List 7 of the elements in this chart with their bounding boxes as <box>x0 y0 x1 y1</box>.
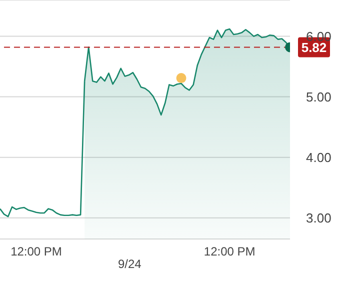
x-tick-label: 12:00 PM <box>10 244 62 259</box>
ref-line-label: 5.82 <box>301 40 327 56</box>
x-tick-label: 12:00 PM <box>204 244 256 259</box>
text: 9/24 <box>118 257 142 271</box>
y-tick-label: 4.00 <box>306 150 332 165</box>
y-tick-label: 5.00 <box>306 89 332 104</box>
y-tick-label: 3.00 <box>306 210 332 226</box>
